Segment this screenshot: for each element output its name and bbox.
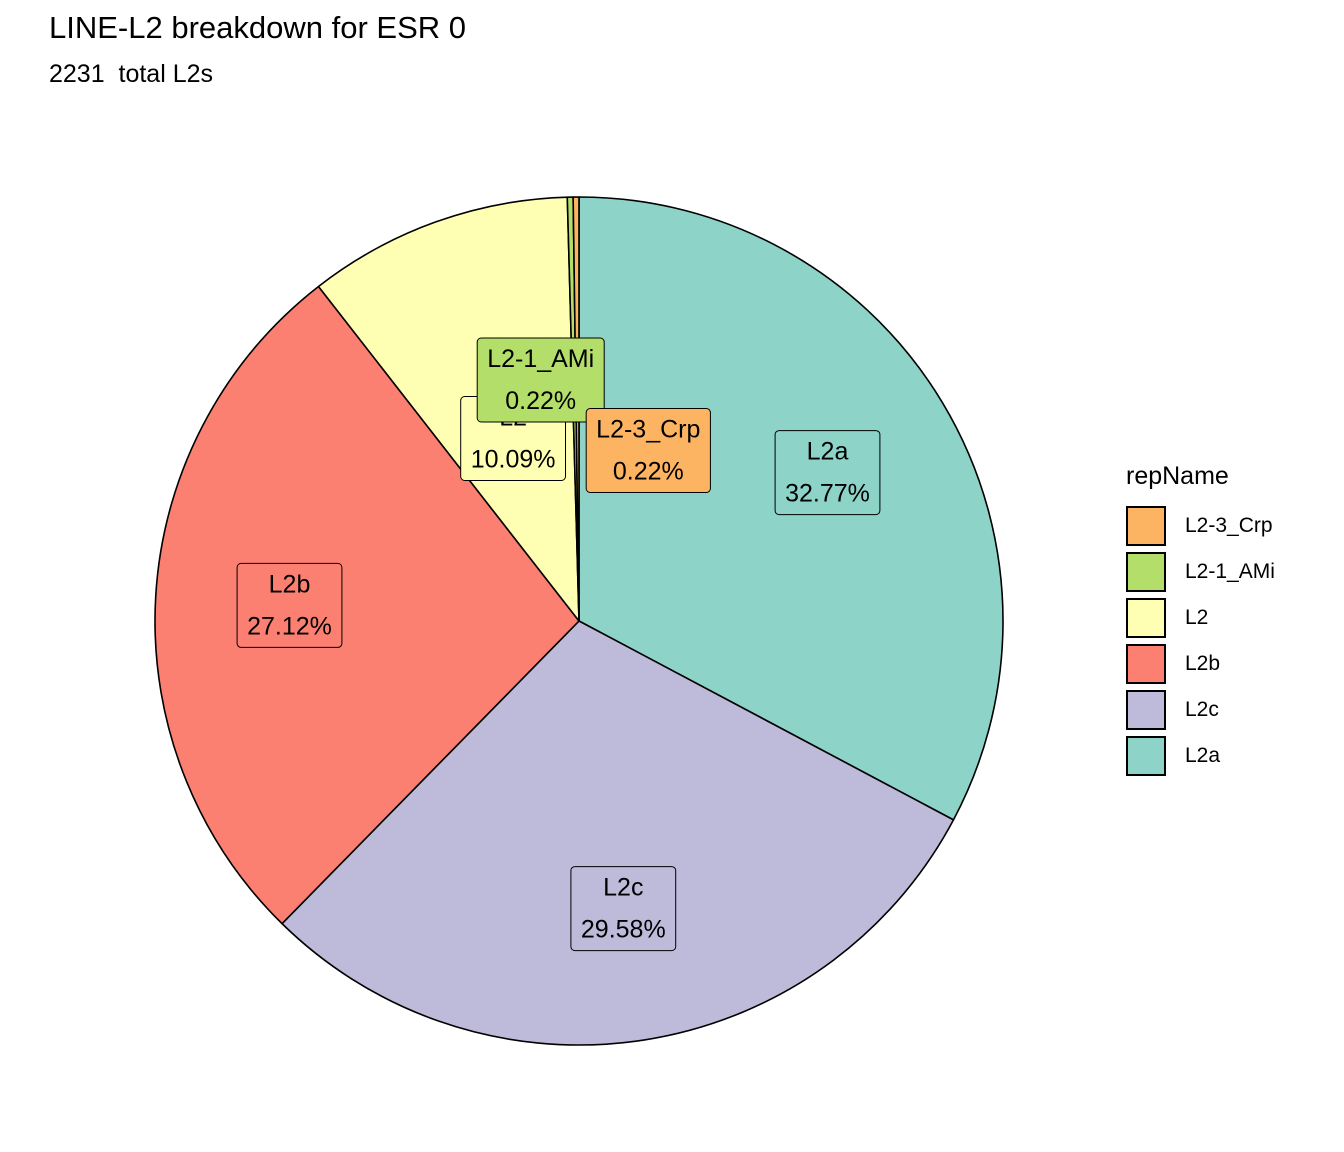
legend-item: L2b — [1126, 641, 1275, 687]
legend-label: L2b — [1185, 652, 1221, 675]
legend: repName L2-3_Crp L2-1_AMi L2 L2b L2c L2a — [1126, 462, 1275, 779]
slice-label-box — [476, 337, 605, 423]
legend-label: L2 — [1185, 606, 1209, 629]
slice-label-box — [585, 408, 711, 493]
legend-item: L2-3_Crp — [1126, 503, 1275, 549]
slice-label: L2-3_Crp 0.22% — [585, 408, 711, 493]
slice-label: L2-1_AMi 0.22% — [476, 337, 605, 423]
legend-key — [1126, 690, 1166, 730]
legend-label: L2a — [1185, 744, 1221, 767]
slice-label-name: L2c — [603, 874, 643, 902]
legend-key — [1126, 736, 1166, 776]
chart-subtitle: 2231 total L2s — [49, 60, 214, 88]
slice-label-name: L2-1_AMi — [487, 345, 594, 373]
slice-labels: L2a32.77%L2c29.58%L2b27.12%L210.09%L2-1_… — [236, 337, 881, 952]
pie-slice-l2b — [154, 285, 580, 925]
legend-items: L2-3_Crp L2-1_AMi L2 L2b L2c L2a — [1126, 503, 1275, 779]
chart-title: LINE-L2 breakdown for ESR 0 — [49, 10, 466, 45]
slice-label-name: L2b — [269, 570, 311, 598]
legend-item: L2-1_AMi — [1126, 549, 1275, 595]
slice-label-box — [236, 562, 343, 648]
slice-label-value: 0.22% — [613, 458, 684, 486]
legend-key — [1126, 644, 1166, 684]
slice-label-value: 10.09% — [471, 446, 556, 474]
legend-label: L2c — [1185, 698, 1219, 721]
legend-item: L2 — [1126, 595, 1275, 641]
slice-label-name: L2a — [807, 438, 849, 466]
slice-label-value: 27.12% — [247, 612, 332, 640]
pie-chart: L2a32.77%L2c29.58%L2b27.12%L210.09%L2-1_… — [154, 196, 1004, 1046]
slice-label-box — [774, 430, 881, 516]
legend-key — [1126, 552, 1166, 592]
slice-label-value: 29.58% — [581, 916, 666, 944]
slice-label: L2a 32.77% — [774, 430, 881, 516]
slice-label-value: 0.22% — [505, 387, 576, 415]
slice-label: L2c 29.58% — [570, 866, 677, 952]
legend-item: L2a — [1126, 733, 1275, 779]
slice-label-name: L2-3_Crp — [596, 416, 700, 444]
legend-label: L2-3_Crp — [1185, 514, 1273, 537]
legend-key — [1126, 506, 1166, 546]
legend-title: repName — [1126, 462, 1229, 490]
pie-slice-l2c — [281, 620, 955, 1046]
pie-slice-l2 — [317, 196, 580, 622]
legend-item: L2c — [1126, 687, 1275, 733]
slice-label-box — [570, 866, 677, 952]
legend-label: L2-1_AMi — [1185, 560, 1275, 583]
legend-key — [1126, 598, 1166, 638]
slice-label: L2b 27.12% — [236, 562, 343, 648]
slice-label-value: 32.77% — [785, 480, 870, 508]
